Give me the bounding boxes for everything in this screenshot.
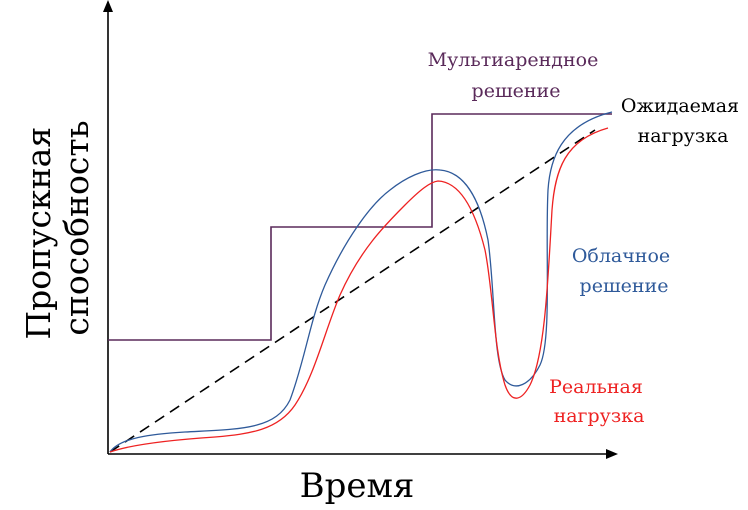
multitenant-label-line1: Мультиарендное — [428, 49, 599, 71]
expected-load-label: Ожидаемая нагрузка — [621, 95, 745, 147]
y-axis-label-line2: способность — [57, 120, 96, 335]
cloud-solution-curve — [109, 111, 613, 453]
expected-load-label-line2: нагрузка — [638, 125, 729, 147]
cloud-solution-label: Облачное решение — [572, 245, 676, 297]
multitenant-label: Мультиарендное решение — [428, 49, 605, 102]
expected-load-label-line1: Ожидаемая — [621, 95, 739, 117]
real-load-label: Реальная нагрузка — [549, 376, 649, 427]
cloud-solution-label-line2: решение — [580, 275, 669, 297]
real-load-curve — [109, 127, 609, 453]
multitenant-label-line2: решение — [472, 80, 561, 102]
real-load-label-line2: нагрузка — [554, 405, 645, 427]
x-axis-label: Время — [300, 466, 415, 506]
expected-load-line — [109, 129, 596, 453]
y-axis-label-line1: Пропускная — [19, 127, 58, 340]
cloud-solution-label-line1: Облачное — [572, 245, 670, 267]
real-load-label-line1: Реальная — [549, 376, 643, 398]
y-axis-label: Пропускная способность — [19, 116, 96, 339]
multitenant-step-line — [108, 113, 612, 341]
